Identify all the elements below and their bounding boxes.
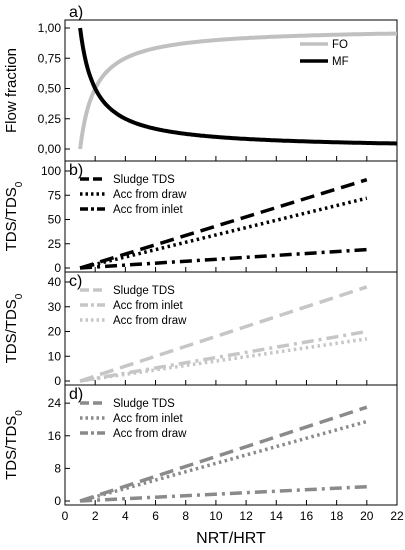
y-tick-label: 0,50 [38, 82, 62, 96]
y-tick-label: 24 [48, 396, 62, 410]
y-tick-label: 50 [48, 213, 62, 227]
series-line [80, 484, 367, 503]
y-tick-label: 0 [54, 261, 61, 275]
series-line [78, 31, 397, 150]
x-tick-label: 12 [239, 509, 253, 523]
series-line [78, 27, 397, 146]
legend-entry: Acc from draw [113, 189, 187, 201]
y-tick-label: 1,00 [38, 21, 62, 35]
y-tick-label: 16 [48, 429, 62, 443]
series-line [79, 196, 368, 270]
legend-entry: Acc from draw [113, 315, 187, 327]
y-axis-label: TDS/TDS0 [3, 181, 25, 251]
legend-entry: Sludge TDS [113, 285, 175, 297]
y-tick-label: 100 [41, 164, 61, 178]
y-tick-label: 8 [54, 461, 61, 475]
legend-entry: Sludge TDS [113, 398, 175, 410]
y-tick-label: 75 [48, 188, 62, 202]
x-axis-label: NRT/HRT [196, 530, 266, 547]
x-tick-label: 0 [62, 509, 69, 523]
x-tick-label: 8 [182, 509, 189, 523]
legend-entry: Acc from draw [113, 428, 187, 440]
x-tick-label: 18 [330, 509, 344, 523]
y-tick-label: 10 [48, 349, 62, 363]
y-tick-label: 40 [48, 275, 62, 289]
panel-label: a) [69, 4, 83, 21]
legend-entry: FO [332, 39, 348, 51]
y-axis-label: Flow fraction [3, 48, 20, 133]
x-tick-label: 2 [92, 509, 99, 523]
series-line [79, 405, 368, 503]
legend-entry: Sludge TDS [113, 174, 175, 186]
panel-label: c) [69, 273, 82, 290]
panel-frame [64, 384, 398, 506]
series-line [79, 247, 367, 270]
y-tick-label: 0 [54, 494, 61, 508]
y-tick-label: 25 [48, 237, 62, 251]
legend-entry: Acc from inlet [113, 413, 183, 425]
x-tick-label: 14 [270, 509, 284, 523]
legend-entry: Acc from inlet [113, 300, 183, 312]
panel-3: 0 10 20 30 40 TDS/TDS0 c) Sludge TDS Acc from in… [3, 271, 398, 388]
y-tick-label: 30 [48, 300, 62, 314]
panel-label: b) [69, 162, 83, 179]
series-line [79, 337, 368, 383]
x-tick-label: 20 [360, 509, 374, 523]
y-tick-label: 20 [48, 325, 62, 339]
panel-2: 0 25 50 75 100 TDS/TDS0 b) Sludge TDS Acc from d… [3, 160, 398, 275]
y-tick-label: 0,00 [38, 142, 62, 156]
panel-label: d) [69, 386, 83, 403]
y-axis-label: TDS/TDS0 [3, 410, 25, 480]
y-tick-label: 0 [54, 374, 61, 388]
x-tick-label: 4 [122, 509, 129, 523]
x-tick-label: 10 [209, 509, 223, 523]
series-line [79, 178, 368, 270]
panel-1: 0,00 0,25 0,50 0,75 1,00 Flow fraction a) FO MF [3, 4, 398, 162]
legend-entry: Acc from inlet [113, 204, 183, 216]
series-line [79, 419, 368, 503]
x-tick-label: 16 [300, 509, 314, 523]
y-axis-label: TDS/TDS0 [3, 293, 25, 363]
y-tick-label: 0,25 [38, 112, 62, 126]
y-tick-label: 0,75 [38, 51, 62, 65]
x-tick-label: 6 [152, 509, 159, 523]
series-line [79, 285, 368, 383]
legend-entry: MF [332, 56, 349, 68]
series-line [79, 329, 368, 383]
x-tick-label: 22 [390, 509, 404, 523]
